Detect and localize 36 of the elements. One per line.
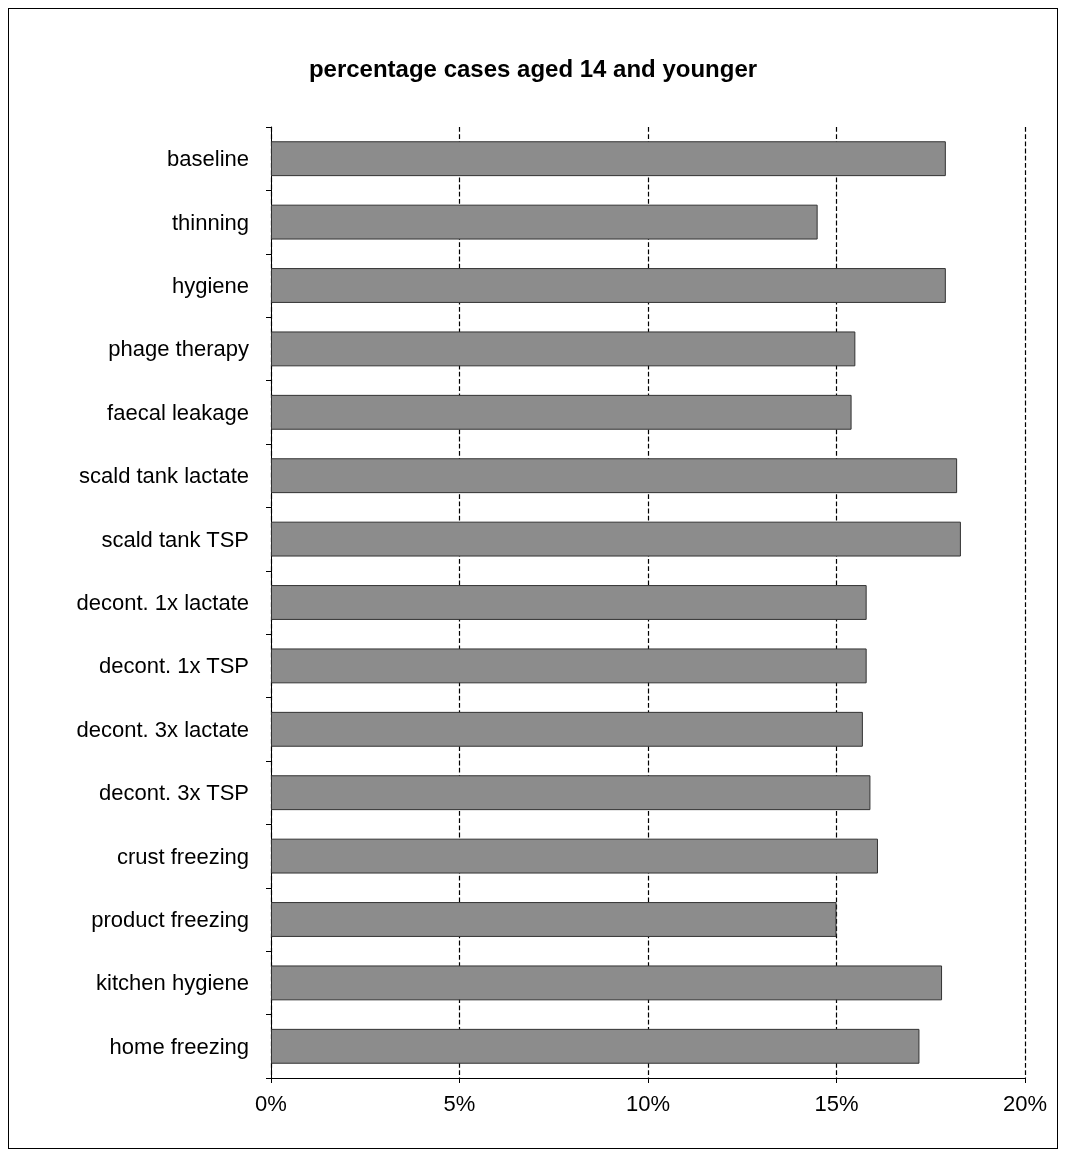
y-tick-label: decont. 3x lactate bbox=[76, 716, 249, 742]
bar bbox=[271, 268, 946, 303]
y-tick-label: crust freezing bbox=[116, 843, 249, 869]
y-tick-label: baseline bbox=[167, 146, 249, 172]
chart-title: percentage cases aged 14 and younger bbox=[308, 54, 758, 82]
bar bbox=[271, 521, 961, 557]
bar bbox=[271, 585, 867, 620]
y-tick-label: home freezing bbox=[109, 1033, 249, 1059]
y-tick-label: hygiene bbox=[171, 273, 249, 298]
x-tick-label: 20% bbox=[1002, 1090, 1048, 1116]
y-tick-label: product freezing bbox=[91, 907, 249, 932]
bar bbox=[271, 394, 852, 430]
y-tick-label: scald tank lactate bbox=[79, 463, 249, 489]
y-tick-label: decont. 3x TSP bbox=[98, 780, 249, 806]
bar bbox=[271, 838, 878, 874]
y-tick-label: faecal leakage bbox=[107, 399, 249, 425]
x-tick-label: 15% bbox=[814, 1090, 859, 1116]
bar bbox=[271, 204, 818, 240]
bar bbox=[271, 1028, 920, 1064]
y-tick-label: phage therapy bbox=[108, 336, 249, 362]
x-tick-label: 0% bbox=[255, 1090, 287, 1116]
bar bbox=[271, 965, 943, 1001]
y-tick-label: thinning bbox=[171, 209, 249, 235]
y-tick-label: decont. 1x TSP bbox=[98, 653, 249, 679]
x-tick-label: 5% bbox=[443, 1090, 476, 1116]
bar bbox=[271, 458, 958, 494]
y-tick-label: kitchen hygiene bbox=[96, 970, 249, 996]
x-tick-label: 10% bbox=[625, 1090, 671, 1116]
bar bbox=[271, 331, 856, 367]
bar bbox=[271, 775, 871, 811]
bar bbox=[271, 141, 946, 177]
bar bbox=[271, 711, 863, 747]
bar bbox=[271, 902, 837, 937]
bar bbox=[271, 648, 867, 684]
y-tick-label: scald tank TSP bbox=[101, 526, 249, 552]
y-tick-label: decont. 1x lactate bbox=[76, 590, 249, 615]
